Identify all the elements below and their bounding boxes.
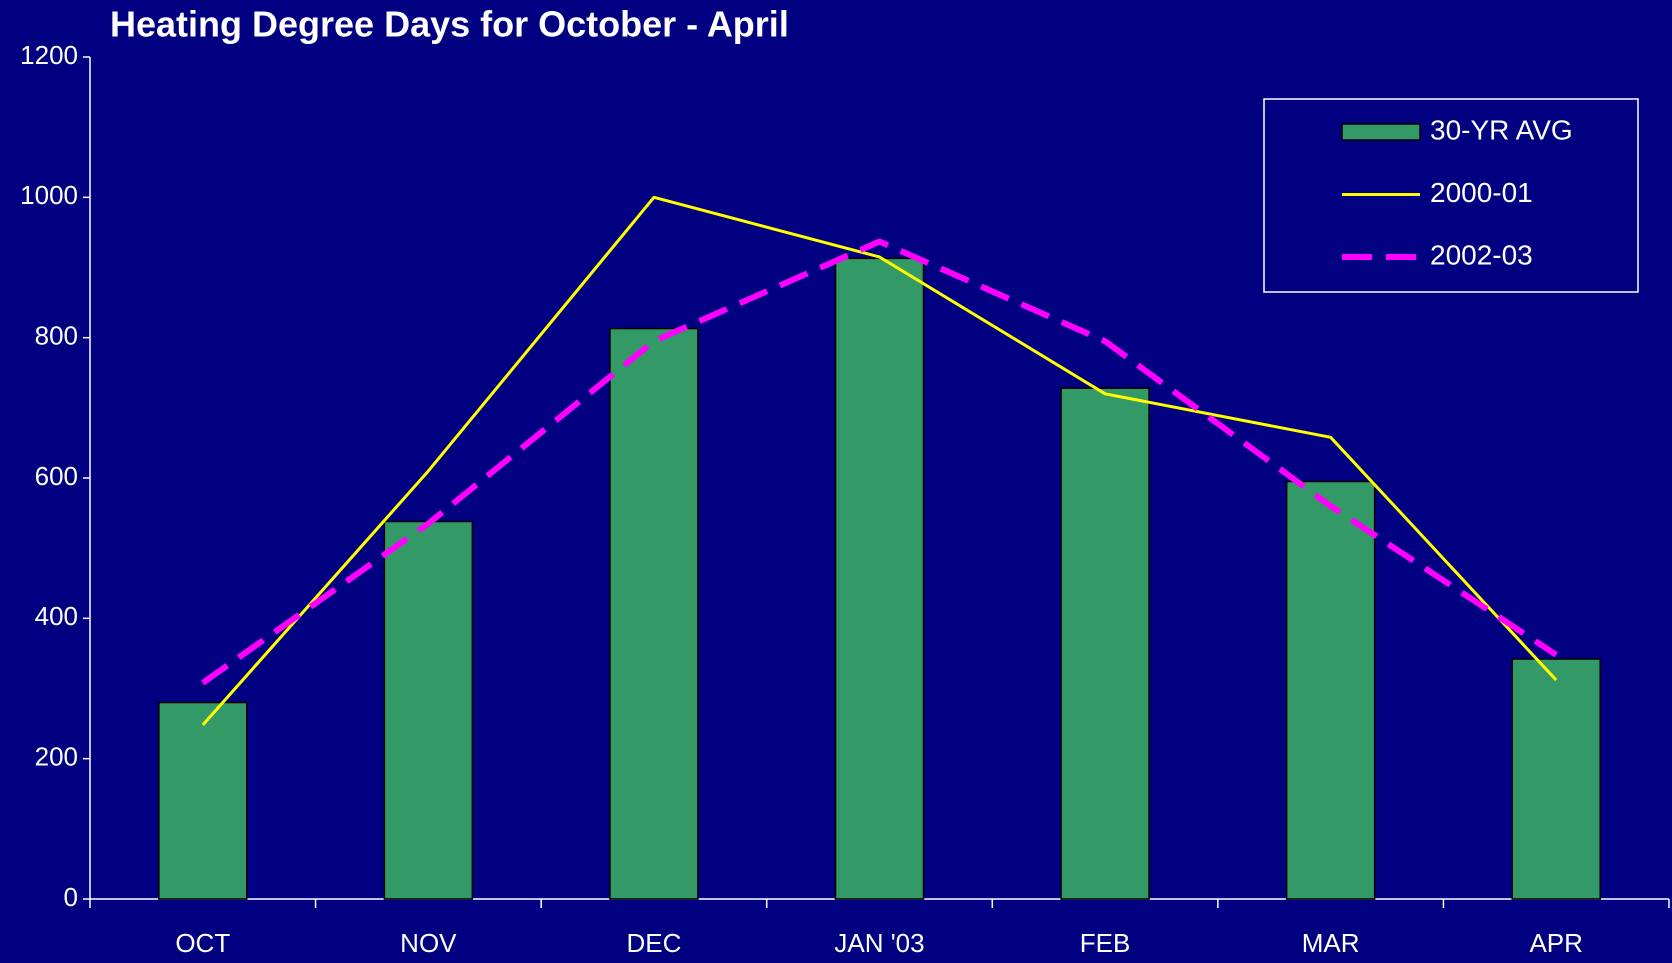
line-series (201, 238, 1558, 686)
x-tick-label: DEC (626, 928, 681, 958)
line-series (201, 195, 1558, 726)
x-tick-label: APR (1529, 928, 1582, 958)
bar (1511, 658, 1601, 900)
y-tick-label: 1200 (20, 40, 78, 70)
legend-swatch (1341, 123, 1421, 141)
bar (609, 327, 699, 900)
bar (1285, 480, 1376, 900)
x-tick-label: NOV (400, 928, 457, 958)
bar (834, 257, 925, 900)
legend-label: 2000-01 (1430, 177, 1533, 208)
x-tick-label: FEB (1080, 928, 1131, 958)
x-tick-label: OCT (175, 928, 230, 958)
bar (1060, 387, 1150, 900)
bar (158, 701, 248, 900)
x-tick-label: MAR (1302, 928, 1360, 958)
y-tick-label: 0 (64, 882, 78, 912)
y-tick-label: 1000 (20, 180, 78, 210)
legend-box (1263, 98, 1639, 293)
bar (383, 520, 474, 900)
legend-label: 30-YR AVG (1430, 114, 1573, 145)
legend-label: 2002-03 (1430, 239, 1533, 270)
y-tick-label: 800 (35, 321, 78, 351)
y-tick-label: 200 (35, 742, 78, 772)
chart-title: Heating Degree Days for October - April (110, 4, 789, 45)
y-tick-label: 400 (35, 601, 78, 631)
x-tick-label: JAN '03 (834, 928, 924, 958)
y-tick-label: 600 (35, 461, 78, 491)
